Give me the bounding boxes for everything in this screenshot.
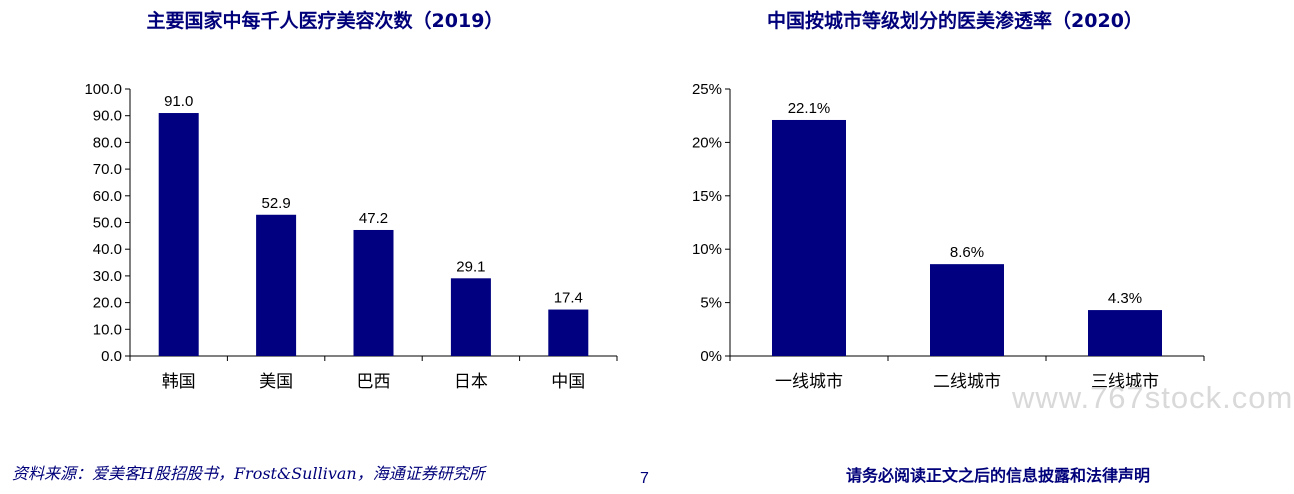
chart-1-y-tick-label: 70.0 [93,161,122,178]
chart-1-category-label: 韩国 [162,372,196,392]
chart-1-data-label: 91.0 [164,93,193,110]
chart-1-y-tick-label: 40.0 [93,241,122,258]
chart-2-category-label: 一线城市 [775,372,843,392]
chart-1-bar [353,229,394,356]
chart-2-plot: 0% 5% 10% 15% 20% 25% 22.1% 一线城市 8.6% 二线城市 4.3% 三线城… [692,81,1205,392]
chart-1-data-label: 47.2 [359,210,388,227]
chart-2-bar [1088,310,1162,356]
chart-2-y-tick-label: 0% [700,348,722,365]
chart-2-y-tick-label: 15% [692,188,722,205]
chart-1-y-tick-label: 80.0 [93,134,122,151]
chart-2-data-label: 4.3% [1108,290,1142,307]
watermark: www.767stock.com [1012,380,1294,415]
chart-1-bar [450,278,491,356]
chart-2-y-tick-label: 20% [692,134,722,151]
chart-2-y-tick-label: 25% [692,81,722,98]
chart-1-data-label: 52.9 [261,195,290,212]
chart-2-data-label: 22.1% [788,100,831,117]
disclaimer-link[interactable]: 请务必阅读正文之后的信息披露和法律声明 [846,466,1151,485]
source-note: 资料来源：爱美客H股招股书，Frost&Sullivan，海通证券研究所 [12,464,485,483]
chart-1-y-tick-label: 30.0 [93,268,122,285]
chart-2-title: 中国按城市等级划分的医美渗透率（2020） [767,10,1143,32]
chart-1-category-label: 巴西 [357,372,391,392]
chart-1-plot: 0.0 10.0 20.0 30.0 40.0 50.0 60.0 70.0 80.0 90.0 1… [84,81,618,392]
chart-1-bar [256,214,297,356]
chart-1-y-tick-label: 100.0 [84,81,122,98]
chart-2-bar [772,119,846,356]
chart-2-category-label: 二线城市 [933,372,1001,392]
chart-2-y-tick-label: 5% [700,295,722,312]
chart-1-y-tick-label: 50.0 [93,215,122,232]
chart-1-category-label: 中国 [551,372,585,392]
chart-1-bar [158,113,199,356]
chart-2-category-label: 三线城市 [1091,372,1159,392]
chart-2-bar [930,264,1004,356]
chart-1-title: 主要国家中每千人医疗美容次数（2019） [146,10,504,32]
chart-1-y-tick-label: 20.0 [93,295,122,312]
chart-1-y-tick-label: 90.0 [93,108,122,125]
chart-1-bar [548,309,589,356]
chart-1-y-tick-label: 0.0 [101,348,122,365]
chart-1-y-tick-label: 60.0 [93,188,122,205]
chart-1-y-tick-label: 10.0 [93,321,122,338]
chart-1-data-label: 17.4 [554,290,583,307]
chart-2-data-label: 8.6% [950,244,984,261]
chart-1-data-label: 29.1 [456,258,485,275]
page-number: 7 [640,470,649,487]
chart-1-category-label: 美国 [259,372,293,392]
chart-1-category-label: 日本 [454,372,488,392]
chart-2-y-tick-label: 10% [692,241,722,258]
